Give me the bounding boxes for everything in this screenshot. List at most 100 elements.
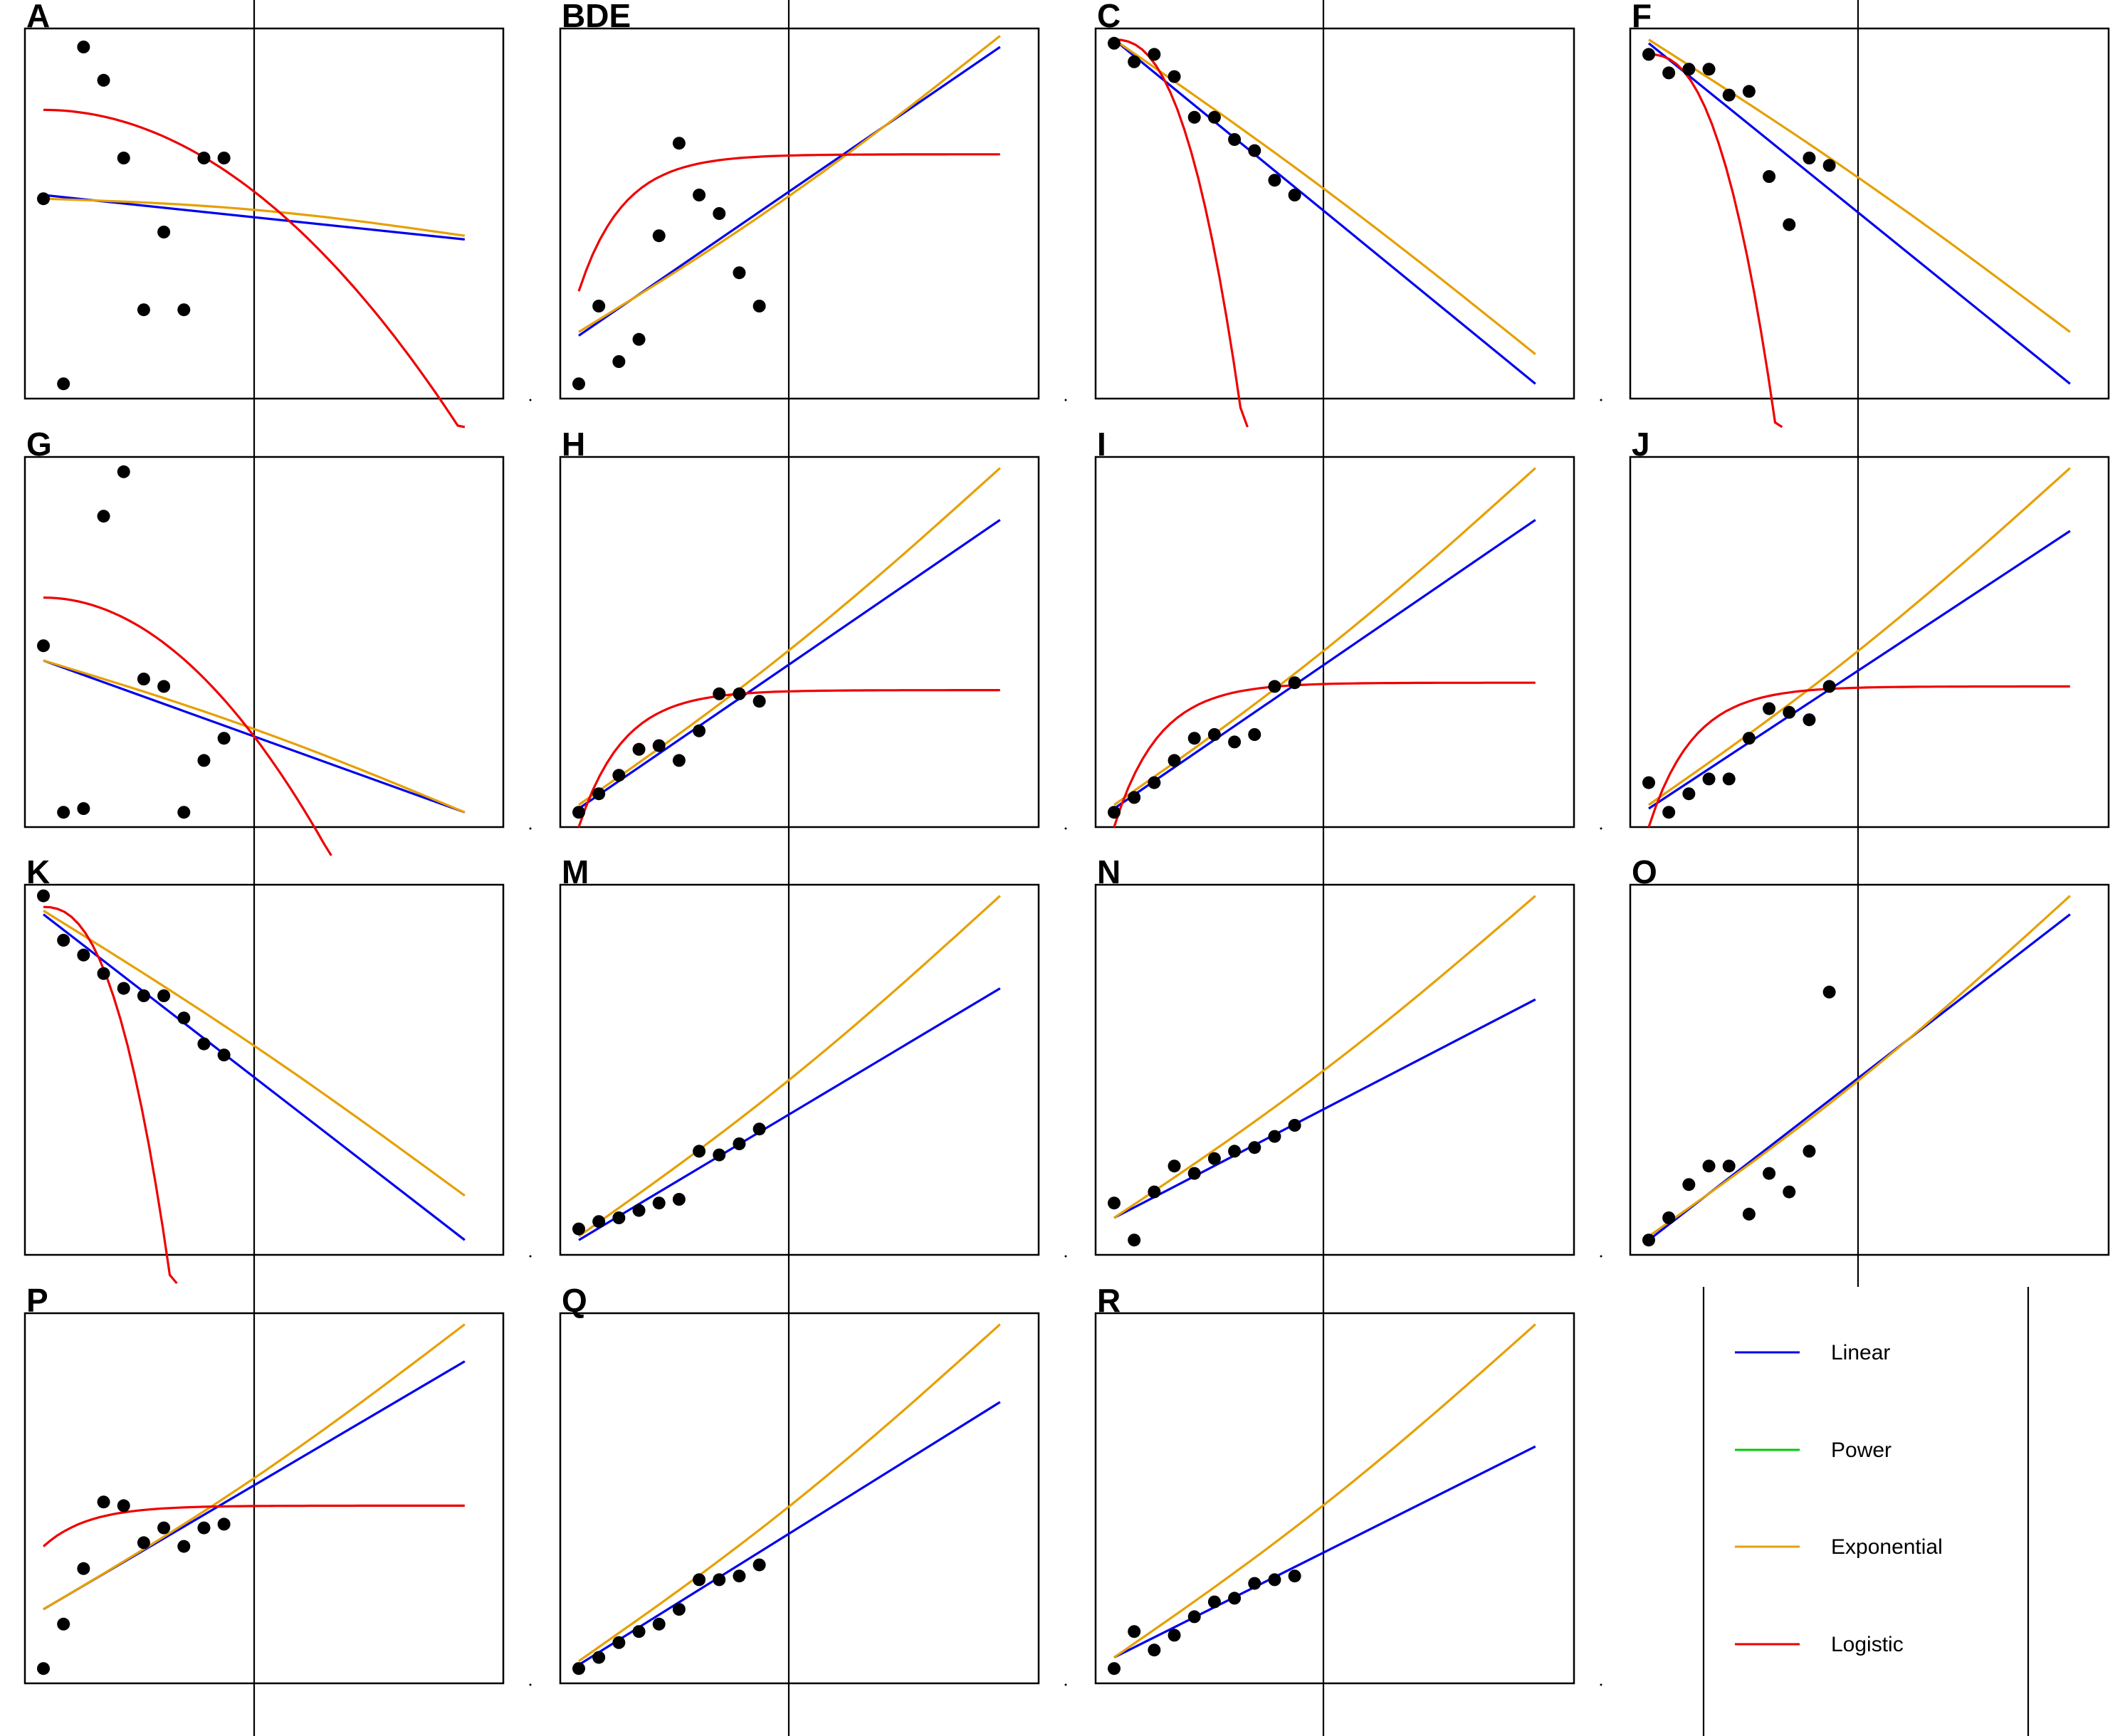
panel-frame (23, 456, 505, 828)
data-point (77, 802, 90, 815)
data-point (77, 948, 90, 962)
panel-frame (1094, 883, 1575, 1256)
panel-label: F (1632, 0, 1652, 34)
corner-tick (1600, 399, 1602, 401)
corner-tick (1064, 1255, 1067, 1258)
data-point (1783, 1185, 1796, 1199)
data-point (1248, 1141, 1261, 1154)
data-point (77, 41, 90, 53)
data-point (1642, 776, 1655, 789)
data-point (632, 332, 646, 346)
data-point (117, 982, 130, 995)
logistic-fit-line (1647, 685, 2070, 828)
corner-tick (529, 1255, 532, 1258)
data-point (713, 207, 726, 220)
data-point (117, 1499, 130, 1513)
linear-fit-line (578, 987, 1001, 1241)
data-point (693, 1573, 706, 1587)
data-point (97, 73, 110, 87)
data-point (1742, 1207, 1756, 1221)
data-point (1228, 1592, 1242, 1605)
panel-frame (23, 883, 505, 1256)
exponential-fit-line (578, 467, 1001, 806)
data-point (632, 742, 646, 756)
panel-frame (1094, 1312, 1575, 1685)
data-point (157, 680, 171, 693)
data-point (37, 639, 50, 653)
exponential-fit-line (1113, 38, 1536, 355)
data-point (592, 300, 606, 312)
data-point (137, 303, 150, 317)
exponential-fit-line (578, 35, 1001, 333)
data-point (1207, 1152, 1221, 1165)
data-point (37, 192, 50, 206)
exponential-fit-line (43, 910, 466, 1197)
exponential-fit-line (578, 1323, 1001, 1663)
panel-j: J (1629, 426, 2110, 828)
data-point (1248, 144, 1261, 157)
data-point (1187, 1167, 1201, 1180)
data-point (1128, 1625, 1141, 1638)
data-point (1722, 88, 1736, 102)
data-point (1288, 1119, 1301, 1132)
panel-n: N (1094, 853, 1602, 1258)
data-point (97, 1495, 110, 1509)
data-point (137, 1536, 150, 1550)
panel-label: G (26, 426, 52, 463)
panel-q: Q (559, 1282, 1067, 1686)
data-point (733, 1137, 746, 1150)
panel-label: H (562, 426, 585, 463)
data-point (1822, 159, 1836, 172)
data-point (652, 739, 666, 752)
data-point (733, 1569, 746, 1583)
data-point (1288, 676, 1301, 690)
panel-frame (1629, 27, 2110, 400)
data-point (1763, 170, 1776, 183)
panel-label: A (26, 0, 50, 34)
corner-tick (529, 399, 532, 401)
panel-frame (559, 883, 1040, 1256)
data-point (1148, 1185, 1161, 1199)
data-point (652, 1196, 666, 1210)
data-point (37, 889, 50, 903)
panel-frame (23, 1312, 505, 1685)
legend-label-logistic: Logistic (1831, 1633, 1904, 1656)
data-point (1128, 55, 1141, 68)
linear-fit-line (578, 1401, 1001, 1666)
data-point (1108, 806, 1121, 819)
data-point (1228, 1145, 1242, 1158)
panel-frame (1094, 456, 1575, 828)
data-point (1148, 1643, 1161, 1657)
data-point (713, 1148, 726, 1162)
data-point (632, 1625, 646, 1638)
logistic-fit-line (577, 153, 1000, 292)
exponential-fit-line (1648, 467, 2071, 806)
data-point (1742, 732, 1756, 745)
linear-fit-line (1113, 998, 1536, 1219)
exponential-fit-line (43, 1323, 466, 1611)
data-point (77, 1562, 90, 1575)
exponential-fit-line (1648, 895, 2071, 1238)
data-point (1268, 1573, 1281, 1587)
panel-f: F (1629, 0, 2110, 428)
linear-fit-line (1113, 519, 1536, 810)
data-point (1248, 1577, 1261, 1590)
data-point (1128, 791, 1141, 804)
data-point (1642, 1233, 1655, 1247)
data-point (1763, 1167, 1776, 1180)
data-point (217, 1517, 231, 1531)
data-point (1228, 133, 1242, 146)
data-point (177, 303, 191, 317)
logistic-fit-line (43, 596, 332, 856)
data-point (752, 1558, 766, 1572)
data-point (672, 754, 686, 767)
corner-tick (1600, 1255, 1602, 1258)
panel-label: J (1632, 426, 1650, 463)
corner-tick (1064, 827, 1067, 830)
legend-label-power: Power (1831, 1438, 1891, 1462)
data-point (1168, 70, 1181, 83)
panel-frame (559, 1312, 1040, 1685)
panel-p: P (23, 1282, 532, 1686)
panel-frame (1094, 27, 1575, 400)
data-point (1207, 110, 1221, 124)
